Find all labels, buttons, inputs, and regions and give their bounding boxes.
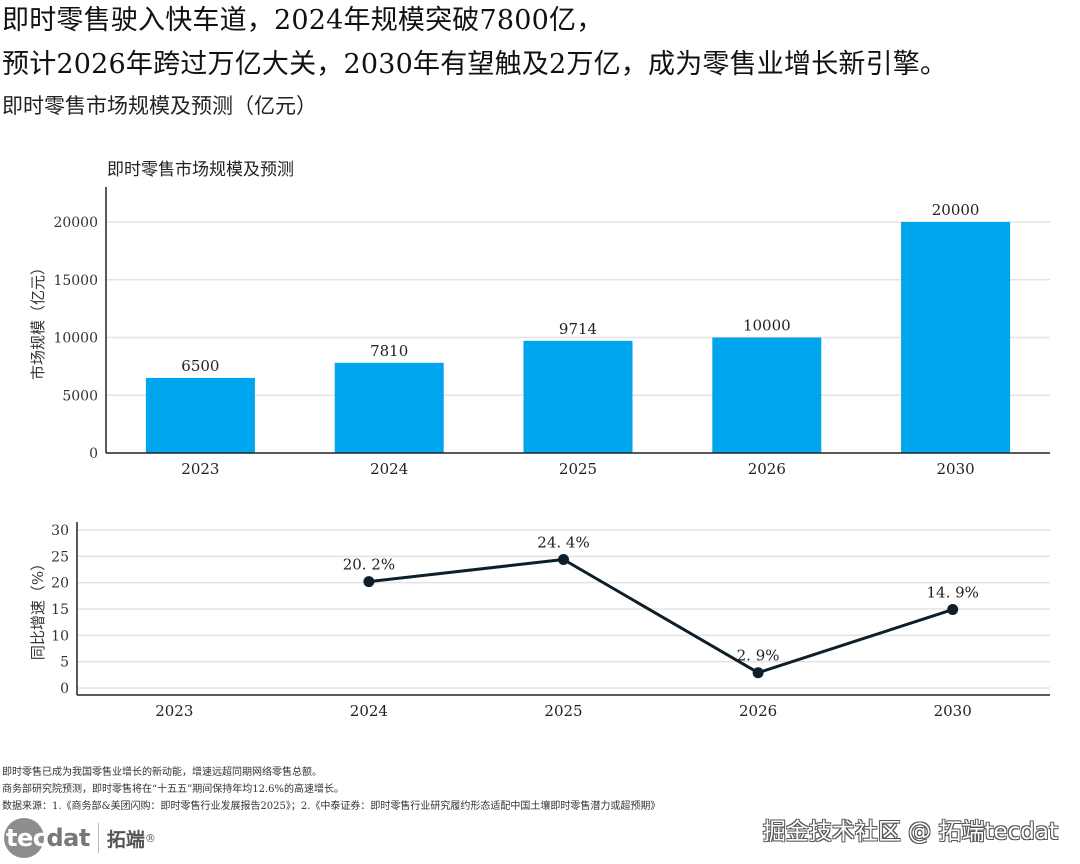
line-data-label: 2. 9% (737, 647, 780, 665)
line-data-label: 20. 2% (343, 556, 395, 574)
line-point-2026 (752, 667, 764, 679)
bar-chart-y-axis-label: 市场规模（亿元） (29, 260, 47, 380)
bar-y-tick-label: 5000 (62, 388, 98, 404)
bar-x-tick-label: 2030 (937, 460, 975, 478)
bar-2024 (334, 362, 444, 453)
bar-data-label: 20000 (932, 201, 980, 219)
line-chart-gridlines (77, 529, 1050, 689)
line-chart-x-ticks: 2023 2024 2025 2026 2030 (155, 702, 972, 720)
bar-y-tick-label: 0 (89, 446, 98, 462)
bar-2026 (712, 337, 822, 453)
logo-dat-text: dat (46, 824, 90, 852)
line-point-2024 (363, 576, 375, 588)
bar-y-tick-label: 10000 (53, 331, 98, 347)
bar-x-tick-label: 2026 (748, 460, 786, 478)
bar-x-tick-label: 2023 (181, 460, 219, 478)
watermark: 掘金技术社区 @ 拓端tecdat (762, 819, 1058, 845)
line-y-tick-label: 25 (51, 549, 69, 565)
line-data-label: 14. 9% (926, 584, 978, 602)
bar-y-tick-label: 15000 (53, 273, 98, 289)
bar-2023 (145, 377, 255, 453)
line-x-tick-label: 2024 (350, 702, 388, 720)
bar-chart-title: 即时零售市场规模及预测 (107, 160, 294, 180)
bar-data-label: 10000 (743, 317, 791, 335)
bar-chart: 即时零售市场规模及预测 0 5000 10000 15000 20000 6500 781… (29, 160, 1050, 478)
logo-chinese-name: 拓端 (106, 828, 145, 851)
line-chart-series (368, 557, 954, 675)
growth-rate-line (368, 557, 954, 675)
registered-mark: ® (144, 831, 156, 845)
bar-y-tick-label: 20000 (53, 215, 98, 231)
bar-data-label: 6500 (181, 357, 219, 375)
note-line-2: 商务部研究院预测，即时零售将在“十五五”期间保持年均12.6%的高速增长。 (2, 784, 344, 795)
line-y-tick-label: 10 (51, 628, 69, 644)
line-point-2025 (558, 553, 569, 565)
headline-line-1: 即时零售驶入快车道，2024年规模突破7800亿， (2, 5, 604, 36)
logo-divider (97, 823, 99, 853)
bar-chart-data-labels: 6500 7810 9714 10000 20000 (181, 201, 979, 375)
line-y-tick-label: 0 (60, 681, 69, 697)
logo-circle-icon (4, 818, 44, 858)
bar-data-label: 9714 (559, 320, 597, 338)
line-chart-data-labels: 20. 2% 24. 4% 2. 9% 14. 9% (343, 533, 979, 664)
chart-subtitle: 即时零售市场规模及预测（亿元） (2, 94, 317, 118)
line-chart-points (363, 553, 959, 679)
bar-x-tick-label: 2024 (370, 460, 408, 478)
bar-chart-bars (145, 222, 1011, 453)
line-x-tick-label: 2030 (934, 702, 972, 720)
bar-chart-gridlines (106, 221, 1050, 396)
logo-tec-text: tec (6, 824, 47, 852)
bar-2030 (901, 222, 1011, 453)
note-line-1: 即时零售已成为我国零售业增长的新动能，增速远超同期网络零售总额。 (2, 767, 322, 778)
line-chart-y-axis-label: 同比增速（%） (29, 556, 47, 660)
line-x-tick-label: 2023 (155, 702, 193, 720)
bar-chart-x-ticks: 2023 2024 2025 2026 2030 (181, 460, 974, 478)
bar-2025 (523, 340, 633, 453)
data-source-note: 数据来源：1.《商务部&美团闪购：即时零售行业发展报告2025》；2.《中泰证券… (2, 801, 661, 812)
bar-data-label: 7810 (370, 342, 408, 360)
line-y-tick-label: 20 (51, 576, 69, 592)
headline-line-2: 预计2026年跨过万亿大关，2030年有望触及2万亿，成为零售业增长新引擎。 (2, 49, 948, 80)
bar-x-tick-label: 2025 (559, 460, 597, 478)
line-data-label: 24. 4% (537, 533, 589, 551)
line-x-tick-label: 2026 (739, 702, 777, 720)
line-chart-y-ticks: 0 5 10 15 20 25 30 (51, 523, 69, 697)
line-y-tick-label: 30 (51, 523, 69, 539)
tecdat-logo: tec dat 拓端 ® (4, 818, 156, 858)
line-x-tick-label: 2025 (544, 702, 582, 720)
bar-chart-y-ticks: 0 5000 10000 15000 20000 (53, 215, 98, 462)
line-point-2030 (947, 604, 959, 616)
line-y-tick-label: 5 (60, 655, 69, 671)
line-y-tick-label: 15 (51, 602, 69, 618)
